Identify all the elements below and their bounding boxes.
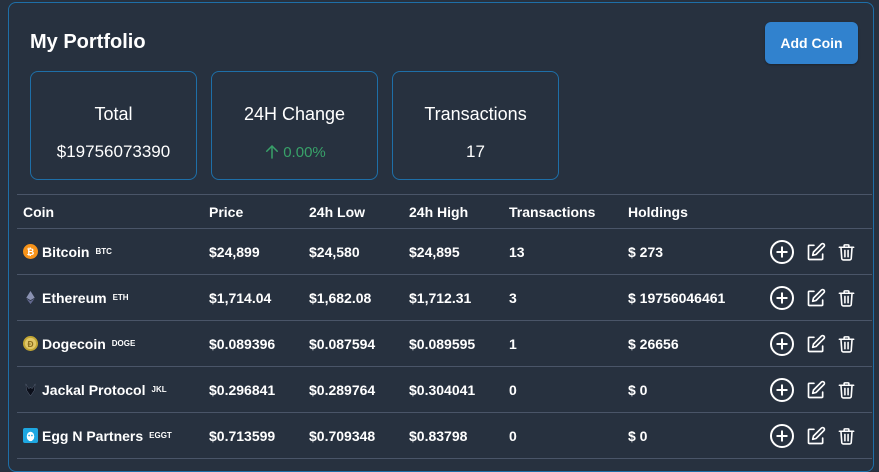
jackal-icon xyxy=(23,382,38,397)
coin-symbol: ETH xyxy=(112,293,129,302)
price-cell: $0.713599 xyxy=(209,412,309,459)
transactions-cell: 3 xyxy=(509,274,628,321)
high-cell: $1,712.31 xyxy=(409,274,509,321)
coin-name: Jackal Protocol xyxy=(42,381,146,398)
header-24h-high[interactable]: 24h High xyxy=(409,194,509,229)
actions-cell xyxy=(764,412,872,459)
trash-icon[interactable] xyxy=(837,242,856,262)
transactions-cell: 0 xyxy=(509,412,628,459)
transactions-label: Transactions xyxy=(424,104,527,124)
transactions-cell: 13 xyxy=(509,228,628,275)
transactions-cell: 1 xyxy=(509,320,628,367)
table-header-row: Coin Price 24h Low 24h High Transactions… xyxy=(17,194,872,229)
holdings-cell: $ 273 xyxy=(628,228,764,275)
header-coin[interactable]: Coin xyxy=(17,194,209,229)
add-transaction-icon[interactable] xyxy=(769,239,795,265)
price-cell: $0.089396 xyxy=(209,320,309,367)
holdings-table: Coin Price 24h Low 24h High Transactions… xyxy=(17,194,872,459)
holdings-cell: $ 19756046461 xyxy=(628,274,764,321)
egg-icon xyxy=(23,428,38,443)
coin-name: Egg N Partners xyxy=(42,427,144,444)
transactions-cell: 0 xyxy=(509,366,628,413)
add-coin-button[interactable]: Add Coin xyxy=(765,22,858,64)
trash-icon[interactable] xyxy=(837,334,856,354)
low-cell: $1,682.08 xyxy=(309,274,409,321)
coin-name-wrap[interactable]: Jackal Protocol JKL xyxy=(23,382,209,398)
coin-symbol: DOGE xyxy=(111,339,136,348)
high-cell: $0.83798 xyxy=(409,412,509,459)
header-price[interactable]: Price xyxy=(209,194,309,229)
price-cell: $24,899 xyxy=(209,228,309,275)
low-cell: $0.709348 xyxy=(309,412,409,459)
header-transactions[interactable]: Transactions xyxy=(509,194,628,229)
coin-symbol: EGGT xyxy=(149,431,172,440)
total-value: $19756073390 xyxy=(56,142,171,161)
table-row: Ethereum ETH $1,714.04 $1,682.08 $1,712.31 3 $… xyxy=(17,274,872,321)
coin-cell: Egg N Partners EGGT xyxy=(17,412,209,459)
dogecoin-icon: Ð xyxy=(23,336,38,351)
change-label: 24H Change xyxy=(243,104,346,124)
add-transaction-icon[interactable] xyxy=(769,285,795,311)
edit-icon[interactable] xyxy=(806,380,826,400)
header-actions xyxy=(764,194,872,229)
transactions-value: 17 xyxy=(466,142,485,161)
arrow-up-icon xyxy=(266,145,279,159)
transactions-card: Transactions 17 xyxy=(392,71,559,180)
table-row: ₿ Bitcoin BTC $24,899 $24,580 $24,895 13 $ 273 xyxy=(17,228,872,275)
high-cell: $0.304041 xyxy=(409,366,509,413)
coin-name-wrap[interactable]: Ð Dogecoin DOGE xyxy=(23,336,209,352)
bitcoin-icon: ₿ xyxy=(23,244,38,259)
edit-icon[interactable] xyxy=(806,242,826,262)
actions-cell xyxy=(764,228,872,275)
coin-name: Bitcoin xyxy=(42,243,90,260)
table-row: Egg N Partners EGGT $0.713599 $0.709348 $0.8… xyxy=(17,412,872,459)
price-cell: $0.296841 xyxy=(209,366,309,413)
actions-cell xyxy=(764,366,872,413)
actions-cell xyxy=(764,320,872,367)
svg-text:₿: ₿ xyxy=(27,247,35,257)
high-cell: $0.089595 xyxy=(409,320,509,367)
table-row: Ð Dogecoin DOGE $0.089396 $0.087594 $0.089595… xyxy=(17,320,872,367)
holdings-cell: $ 26656 xyxy=(628,320,764,367)
trash-icon[interactable] xyxy=(837,426,856,446)
low-cell: $0.289764 xyxy=(309,366,409,413)
edit-icon[interactable] xyxy=(806,288,826,308)
coin-name-wrap[interactable]: Egg N Partners EGGT xyxy=(23,428,209,444)
holdings-cell: $ 0 xyxy=(628,412,764,459)
change-value-wrap: 0.00% xyxy=(263,143,326,161)
low-cell: $24,580 xyxy=(309,228,409,275)
coin-symbol: BTC xyxy=(95,247,112,256)
page-title: My Portfolio xyxy=(30,31,146,53)
svg-text:Ð: Ð xyxy=(27,339,33,349)
add-transaction-icon[interactable] xyxy=(769,331,795,357)
holdings-cell: $ 0 xyxy=(628,366,764,413)
coin-symbol: JKL xyxy=(151,385,167,394)
coin-name: Ethereum xyxy=(42,289,107,306)
change-value: 0.00% xyxy=(283,143,326,161)
table-row: Jackal Protocol JKL $0.296841 $0.289764 $0.3… xyxy=(17,366,872,413)
add-transaction-icon[interactable] xyxy=(769,377,795,403)
header-24h-low[interactable]: 24h Low xyxy=(309,194,409,229)
low-cell: $0.087594 xyxy=(309,320,409,367)
coin-cell: ₿ Bitcoin BTC xyxy=(17,228,209,275)
coin-cell: Jackal Protocol JKL xyxy=(17,366,209,413)
edit-icon[interactable] xyxy=(806,426,826,446)
coin-cell: Ethereum ETH xyxy=(17,274,209,321)
coin-name-wrap[interactable]: ₿ Bitcoin BTC xyxy=(23,244,209,260)
coin-name: Dogecoin xyxy=(42,335,106,352)
trash-icon[interactable] xyxy=(837,288,856,308)
trash-icon[interactable] xyxy=(837,380,856,400)
high-cell: $24,895 xyxy=(409,228,509,275)
coin-cell: Ð Dogecoin DOGE xyxy=(17,320,209,367)
actions-cell xyxy=(764,274,872,321)
ethereum-icon xyxy=(23,290,38,305)
coin-name-wrap[interactable]: Ethereum ETH xyxy=(23,290,209,306)
total-label: Total xyxy=(94,104,133,124)
price-cell: $1,714.04 xyxy=(209,274,309,321)
total-card: Total $19756073390 xyxy=(30,71,197,180)
add-transaction-icon[interactable] xyxy=(769,423,795,449)
header-holdings[interactable]: Holdings xyxy=(628,194,764,229)
edit-icon[interactable] xyxy=(806,334,826,354)
change-card: 24H Change 0.00% xyxy=(211,71,378,180)
